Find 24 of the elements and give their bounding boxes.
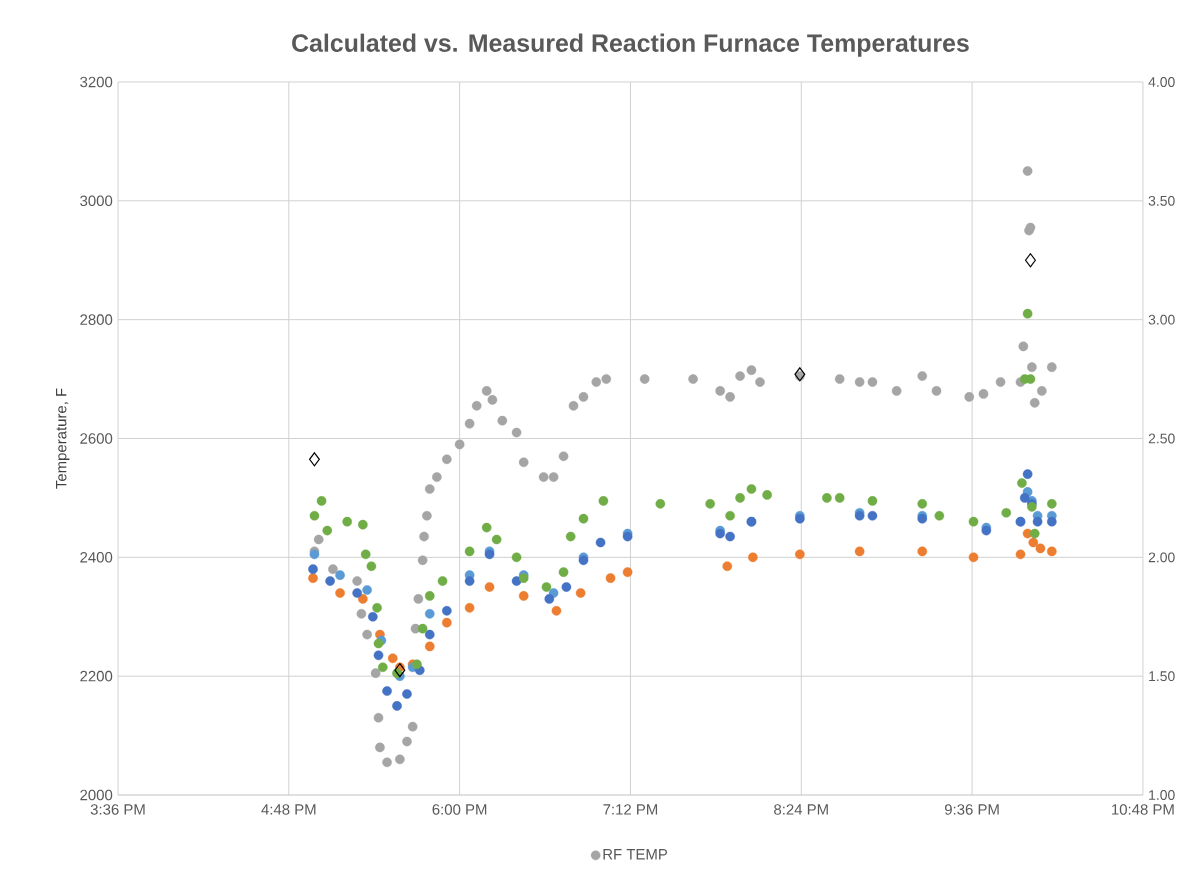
y-tick-label: 2200 — [80, 670, 113, 682]
y2-tick-label: 2.00 — [1148, 552, 1175, 563]
y-axis-title: Temperature, F — [56, 388, 70, 489]
y2-tick-label: 3.00 — [1148, 314, 1175, 325]
y2-tick-label: 4.00 — [1148, 77, 1175, 87]
y-tick-label: 2600 — [80, 433, 113, 444]
y-tick-label: 3000 — [80, 195, 113, 207]
y-tick-label: 2800 — [80, 314, 113, 325]
x-tick-label: 4:48 PM — [261, 804, 316, 815]
x-tick-label: 3:36 PM — [90, 804, 145, 815]
y2-tick-label: 1.00 — [1149, 790, 1175, 800]
x-tick-label: 9:36 PM — [944, 804, 999, 815]
x-tick-label: 10:48 PM — [1112, 804, 1174, 815]
y2-tick-label: 2.50 — [1148, 433, 1175, 444]
y2-tick-label: 3.50 — [1148, 195, 1175, 206]
x-tick-label: 6:00 PM — [432, 804, 487, 815]
y-tick-label: 3200 — [80, 76, 113, 88]
x-tick-label: 7:12 PM — [603, 804, 658, 815]
y-tick-label: 2400 — [80, 552, 113, 563]
legend-label: RF TEMP — [603, 849, 668, 860]
chart-title: Calculated vs. Measured Reaction Furnace Temperatures — [292, 33, 969, 57]
x-tick-label: 8:24 PM — [774, 804, 828, 815]
y-tick-label: 2000 — [80, 789, 113, 801]
y2-tick-label: 1.50 — [1149, 671, 1175, 682]
